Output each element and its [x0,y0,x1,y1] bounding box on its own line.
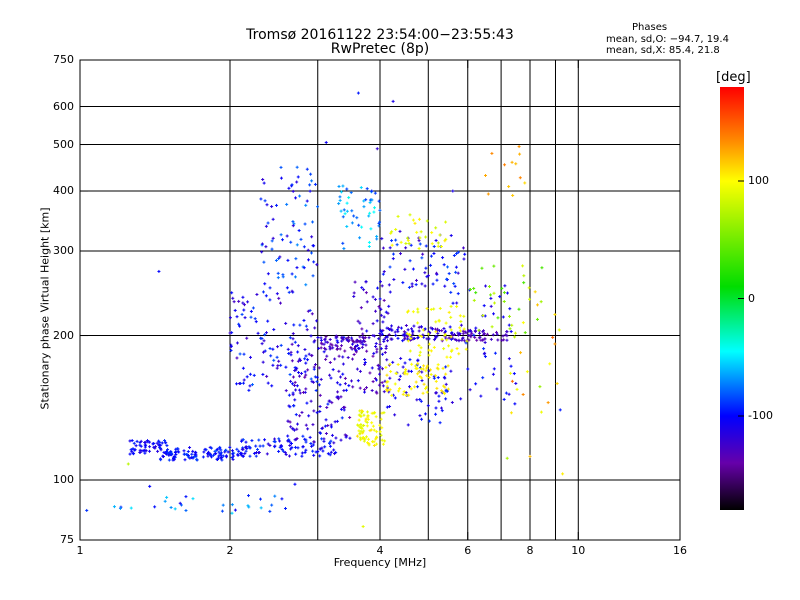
x-axis-label: Frequency [MHz] [333,556,427,569]
y-tick-label: 300 [53,244,74,257]
phase-mean-o: mean, sd,O: −94.7, 19.4 [606,34,729,45]
colorbar-tick-label: 0 [748,291,755,305]
colorbar-tick-label: 100 [748,174,769,187]
colorbar-label: [deg] [716,70,751,85]
y-tick-label: 100 [53,473,74,487]
x-tick-label: 1 [76,544,84,557]
x-tick-label: 4 [376,544,384,557]
colorbar-ticks [738,180,744,417]
data-points [85,91,565,529]
x-tick-label: 10 [571,544,586,557]
x-tick-label: 6 [464,544,472,557]
y-tick-label: 200 [53,328,74,342]
y-tick-label: 750 [53,53,74,66]
tick-marks [79,59,681,541]
phase-heading: Phases [632,22,668,33]
x-tick-label: 16 [673,544,687,557]
y-tick-label: 600 [53,99,74,113]
colorbar-tick-label: -100 [748,409,773,422]
chart-subtitle: RwPretec (8p) [330,41,430,57]
y-axis-label: Stationary phase Virtual Height [km] [38,207,52,410]
chart-title: Tromsø 20161122 23:54:00−23:55:43 [246,27,514,43]
y-tick-label: 500 [53,137,74,151]
x-tick-label: 8 [526,544,534,557]
y-tick-label: 75 [60,533,74,546]
phase-mean-x: mean, sd,X: 85.4, 21.8 [606,45,720,56]
x-tick-label: 2 [226,544,234,557]
y-tick-label: 400 [53,184,74,198]
